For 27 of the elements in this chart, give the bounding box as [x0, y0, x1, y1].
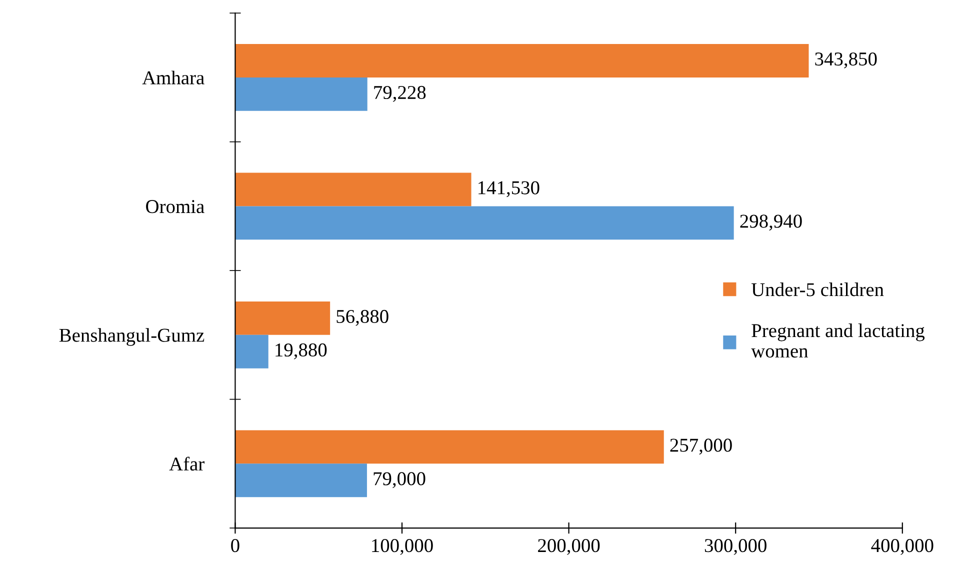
x-tick-label: 200,000 [538, 539, 600, 555]
x-tick-label: 0 [231, 539, 240, 552]
bar [235, 301, 330, 335]
y-tick-label: Oromia [146, 200, 204, 214]
y-tick-label: Amhara [142, 70, 204, 84]
x-tick-label: 100,000 [372, 539, 433, 555]
legend-label: Pregnant and lactating women [751, 324, 925, 358]
data-label: 19,880 [276, 343, 327, 360]
bar [235, 206, 734, 240]
data-label: 141,530 [478, 181, 540, 198]
x-tick-label: 300,000 [704, 539, 766, 555]
data-label: 79,228 [374, 86, 426, 102]
x-tick-label: 400,000 [871, 539, 934, 555]
y-tick-label: Afar [169, 456, 204, 471]
bar [235, 44, 809, 78]
bar [235, 464, 367, 498]
y-tick-label: Benshangul-Gumz [59, 328, 204, 346]
bar [235, 430, 664, 464]
bar [235, 77, 368, 111]
bar [235, 334, 268, 368]
data-label: 298,940 [740, 214, 802, 231]
data-label: 257,000 [670, 438, 732, 455]
legend-label: Under-5 children [751, 282, 884, 296]
bar [235, 172, 472, 206]
data-label: 343,850 [815, 52, 877, 68]
data-label: 56,880 [336, 310, 388, 326]
data-label: 79,000 [374, 472, 426, 488]
